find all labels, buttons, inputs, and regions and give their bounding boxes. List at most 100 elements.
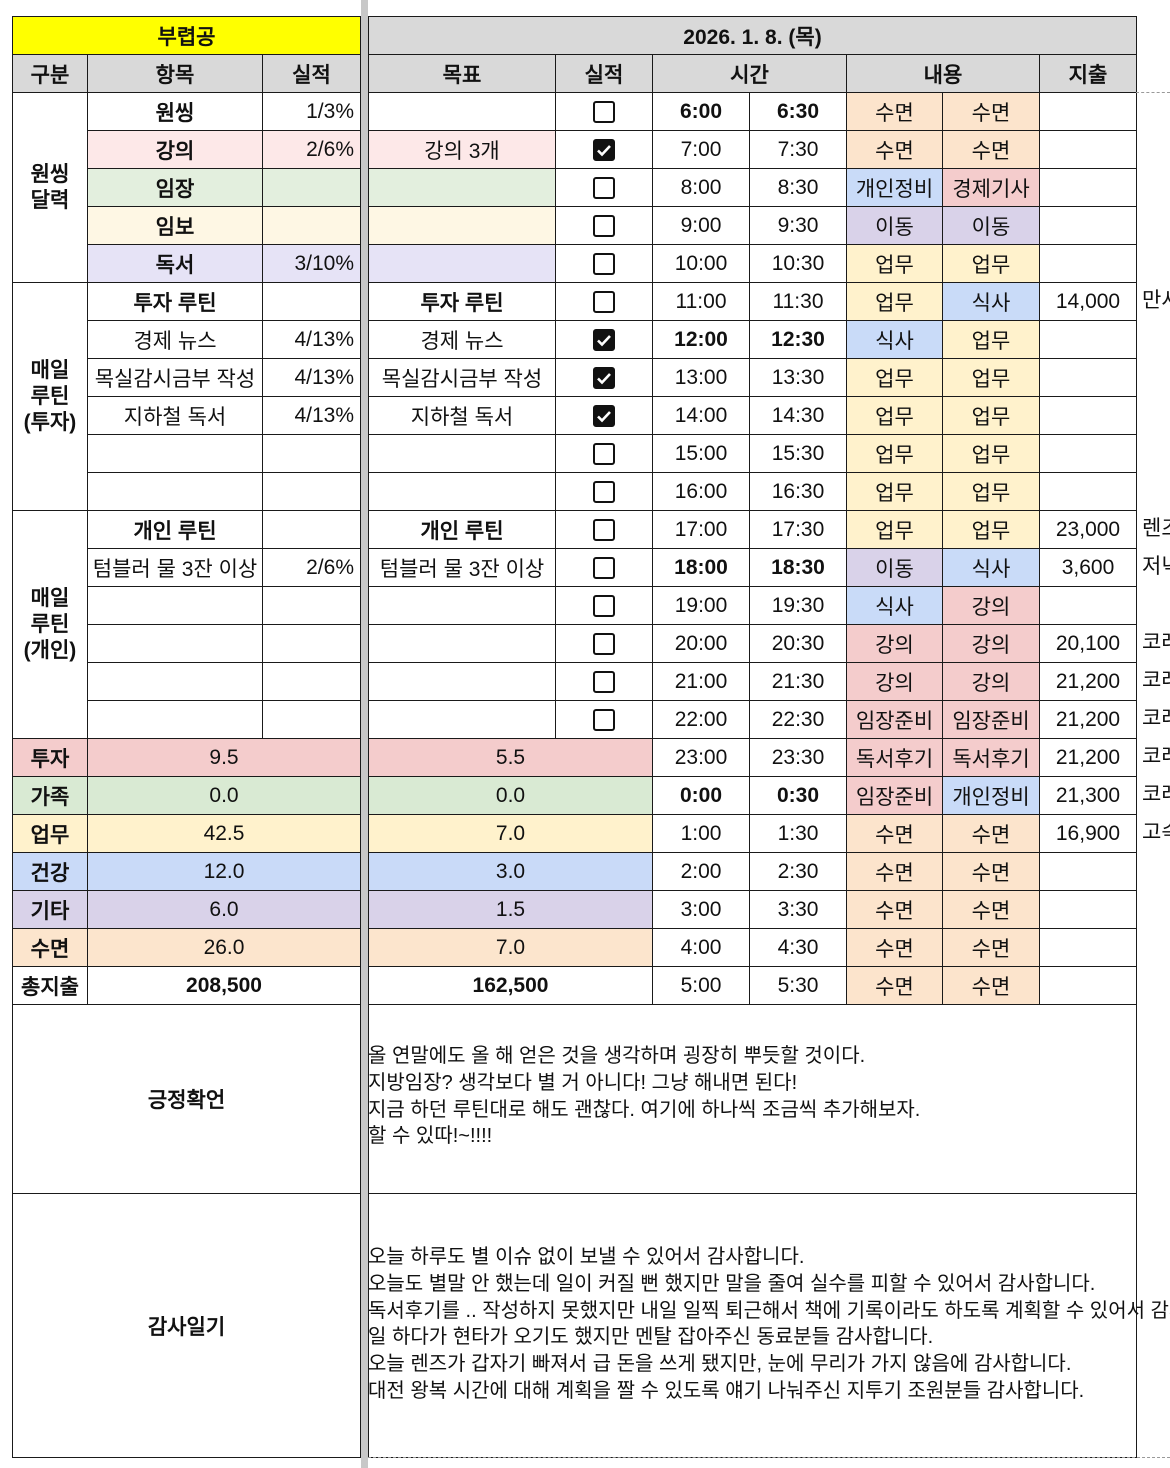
goal-cell[interactable]: 텀블러 물 3잔 이상 xyxy=(368,548,556,587)
time-start[interactable]: 21:00 xyxy=(652,662,750,701)
expense-cell[interactable] xyxy=(1039,586,1137,625)
summary-target[interactable]: 1.5 xyxy=(368,890,653,929)
activity-cell[interactable]: 업무 xyxy=(846,472,943,511)
activity-cell[interactable]: 임장준비 xyxy=(942,700,1040,739)
total-target[interactable]: 162,500 xyxy=(368,966,653,1005)
time-start[interactable]: 14:00 xyxy=(652,396,750,435)
time-end[interactable]: 10:30 xyxy=(749,244,847,283)
activity-cell[interactable]: 업무 xyxy=(846,510,943,549)
expense-note[interactable]: 코레 xyxy=(1142,669,1170,692)
summary-actual[interactable]: 9.5 xyxy=(87,738,361,777)
activity-cell[interactable]: 강의 xyxy=(942,586,1040,625)
time-start[interactable]: 15:00 xyxy=(652,434,750,473)
time-end[interactable]: 6:30 xyxy=(749,92,847,131)
item-cell[interactable] xyxy=(87,662,263,701)
time-end[interactable]: 21:30 xyxy=(749,662,847,701)
time-start[interactable]: 1:00 xyxy=(652,814,750,853)
activity-cell[interactable]: 강의 xyxy=(846,624,943,663)
summary-actual[interactable]: 12.0 xyxy=(87,852,361,891)
checkbox[interactable] xyxy=(593,670,615,693)
expense-cell[interactable] xyxy=(1039,890,1137,929)
activity-cell[interactable]: 업무 xyxy=(942,358,1040,397)
checkbox[interactable] xyxy=(593,442,615,465)
result-cell[interactable] xyxy=(262,282,361,321)
activity-cell[interactable]: 강의 xyxy=(846,662,943,701)
activity-cell[interactable]: 수면 xyxy=(846,92,943,131)
time-end[interactable]: 3:30 xyxy=(749,890,847,929)
activity-cell[interactable]: 경제기사 xyxy=(942,168,1040,207)
goal-cell[interactable] xyxy=(368,206,556,245)
checkbox[interactable] xyxy=(593,594,615,617)
expense-note[interactable]: 코레 xyxy=(1142,631,1170,654)
item-cell[interactable] xyxy=(87,472,263,511)
result-cell[interactable]: 4/13% xyxy=(262,320,361,359)
expense-cell[interactable]: 3,600 xyxy=(1039,548,1137,587)
activity-cell[interactable]: 수면 xyxy=(846,852,943,891)
time-start[interactable]: 8:00 xyxy=(652,168,750,207)
section-title[interactable]: 부렵공 xyxy=(12,16,361,55)
activity-cell[interactable]: 식사 xyxy=(846,586,943,625)
goal-cell[interactable]: 강의 3개 xyxy=(368,130,556,169)
summary-target[interactable]: 0.0 xyxy=(368,776,653,815)
item-cell[interactable]: 독서 xyxy=(87,244,263,283)
time-end[interactable]: 18:30 xyxy=(749,548,847,587)
checkbox[interactable] xyxy=(593,138,615,161)
time-start[interactable]: 13:00 xyxy=(652,358,750,397)
expense-cell[interactable] xyxy=(1039,928,1137,967)
column-header[interactable]: 내용 xyxy=(846,54,1040,93)
result-cell[interactable] xyxy=(262,624,361,663)
expense-cell[interactable] xyxy=(1039,92,1137,131)
checkbox[interactable] xyxy=(593,366,615,389)
summary-actual[interactable]: 0.0 xyxy=(87,776,361,815)
activity-cell[interactable]: 개인정비 xyxy=(846,168,943,207)
item-cell[interactable]: 지하철 독서 xyxy=(87,396,263,435)
column-header[interactable]: 실적 xyxy=(555,54,653,93)
result-cell[interactable] xyxy=(262,700,361,739)
group-label[interactable]: 원씽 달력 xyxy=(12,92,88,283)
time-start[interactable]: 2:00 xyxy=(652,852,750,891)
time-start[interactable]: 9:00 xyxy=(652,206,750,245)
activity-cell[interactable]: 수면 xyxy=(846,130,943,169)
time-end[interactable]: 8:30 xyxy=(749,168,847,207)
activity-cell[interactable]: 식사 xyxy=(846,320,943,359)
activity-cell[interactable]: 임장준비 xyxy=(846,776,943,815)
time-start[interactable]: 10:00 xyxy=(652,244,750,283)
result-cell[interactable] xyxy=(262,434,361,473)
goal-cell[interactable] xyxy=(368,244,556,283)
activity-cell[interactable]: 수면 xyxy=(846,814,943,853)
time-start[interactable]: 11:00 xyxy=(652,282,750,321)
checkbox[interactable] xyxy=(593,328,615,351)
total-actual[interactable]: 208,500 xyxy=(87,966,361,1005)
goal-cell[interactable] xyxy=(368,168,556,207)
summary-target[interactable]: 7.0 xyxy=(368,928,653,967)
expense-cell[interactable] xyxy=(1039,396,1137,435)
expense-cell[interactable] xyxy=(1039,358,1137,397)
item-cell[interactable]: 투자 루틴 xyxy=(87,282,263,321)
time-start[interactable]: 16:00 xyxy=(652,472,750,511)
item-cell[interactable]: 강의 xyxy=(87,130,263,169)
activity-cell[interactable]: 수면 xyxy=(846,928,943,967)
time-start[interactable]: 19:00 xyxy=(652,586,750,625)
activity-cell[interactable]: 수면 xyxy=(942,966,1040,1005)
goal-cell[interactable] xyxy=(368,662,556,701)
activity-cell[interactable]: 업무 xyxy=(846,358,943,397)
time-start[interactable]: 5:00 xyxy=(652,966,750,1005)
checkbox[interactable] xyxy=(593,176,615,199)
checkbox[interactable] xyxy=(593,480,615,503)
time-end[interactable]: 11:30 xyxy=(749,282,847,321)
expense-note[interactable]: 코레 xyxy=(1142,745,1170,768)
column-header[interactable]: 실적 xyxy=(262,54,361,93)
expense-note[interactable]: 코레 xyxy=(1142,707,1170,730)
summary-actual[interactable]: 6.0 xyxy=(87,890,361,929)
activity-cell[interactable]: 수면 xyxy=(942,890,1040,929)
gratitude-text[interactable]: 오늘 하루도 별 이슈 없이 보낼 수 있어서 감사합니다. 오늘도 별말 안 … xyxy=(368,1246,1170,1402)
checkbox[interactable] xyxy=(593,252,615,275)
expense-cell[interactable]: 16,900 xyxy=(1039,814,1137,853)
item-cell[interactable]: 목실감시금부 작성 xyxy=(87,358,263,397)
goal-cell[interactable]: 목실감시금부 작성 xyxy=(368,358,556,397)
item-cell[interactable]: 경제 뉴스 xyxy=(87,320,263,359)
checkbox[interactable] xyxy=(593,632,615,655)
time-end[interactable]: 4:30 xyxy=(749,928,847,967)
activity-cell[interactable]: 임장준비 xyxy=(846,700,943,739)
summary-target[interactable]: 3.0 xyxy=(368,852,653,891)
